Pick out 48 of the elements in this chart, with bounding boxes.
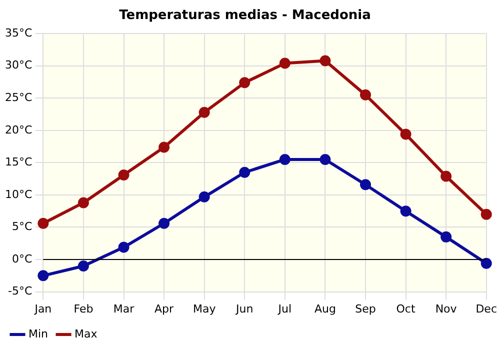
- point: [480, 258, 492, 269]
- x-tick-label: Jul: [277, 302, 292, 316]
- y-tick-label: 30°C: [4, 58, 32, 72]
- legend-label: Max: [74, 327, 98, 340]
- point: [118, 242, 130, 253]
- point: [320, 154, 331, 165]
- point: [78, 197, 89, 208]
- point: [440, 170, 452, 182]
- point: [360, 89, 371, 100]
- y-tick-label: 5°C: [12, 220, 32, 234]
- x-tick-label: Oct: [396, 302, 416, 316]
- x-tick-label: Jun: [235, 302, 254, 316]
- y-tick-label: 25°C: [4, 91, 32, 104]
- point: [279, 154, 290, 165]
- y-tick-label: 15°C: [4, 156, 32, 169]
- point: [198, 106, 210, 118]
- point: [118, 169, 130, 180]
- point: [198, 191, 210, 202]
- point: [320, 55, 331, 66]
- point: [158, 218, 170, 229]
- y-tick-label: 0°C: [12, 252, 32, 266]
- x-tick-label: Apr: [154, 302, 174, 316]
- point: [38, 218, 49, 229]
- point: [360, 179, 371, 190]
- y-tick-label: -5°C: [8, 284, 32, 298]
- legend-label: Min: [28, 327, 48, 340]
- x-tick-label: May: [192, 302, 216, 316]
- point: [158, 142, 170, 153]
- y-tick-label: 35°C: [4, 26, 32, 40]
- point: [38, 270, 49, 282]
- chart-title: Temperaturas medias - Macedonia: [119, 8, 371, 24]
- point: [440, 231, 452, 242]
- x-tick-label: Aug: [314, 302, 336, 316]
- point: [239, 77, 250, 88]
- x-tick-label: Feb: [74, 302, 94, 316]
- x-tick-label: Mar: [113, 302, 135, 316]
- point: [480, 208, 492, 220]
- point: [400, 206, 412, 217]
- x-tick-label: Jan: [34, 302, 52, 316]
- y-tick-label: 10°C: [4, 188, 32, 201]
- point: [239, 166, 250, 178]
- point: [78, 260, 89, 272]
- x-tick-label: Dec: [476, 302, 498, 316]
- point: [279, 58, 290, 69]
- x-tick-label: Nov: [435, 302, 458, 316]
- y-tick-label: 20°C: [4, 123, 32, 136]
- point: [400, 128, 412, 140]
- x-tick-label: Sep: [355, 302, 376, 316]
